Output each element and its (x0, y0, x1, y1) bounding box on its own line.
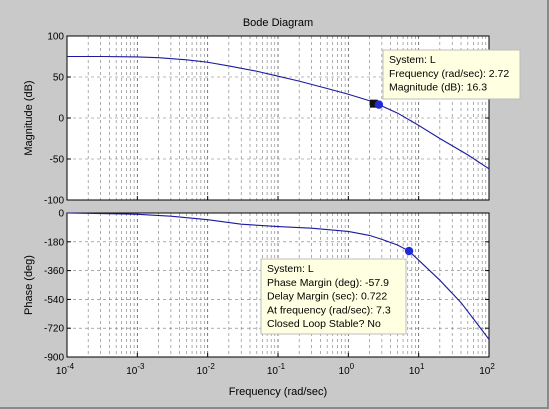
magnitude-datatip-line: System: L (389, 54, 436, 66)
magnitude-ytick-label: 100 (47, 32, 64, 43)
xtick-label: 10-3 (126, 362, 145, 377)
phase-datatip-marker[interactable] (404, 246, 414, 256)
xtick-label: 100 (339, 362, 355, 377)
xlabel: Frequency (rad/sec) (229, 386, 327, 398)
magnitude-ytick-label: 50 (53, 73, 65, 84)
phase-datatip-line: System: L (267, 263, 314, 275)
magnitude-datatip-anchor-square[interactable] (369, 99, 378, 108)
magnitude-ytick-label: -50 (50, 155, 65, 166)
phase-axes: 0 -180 -360 -540 -720 -900 Phase (deg) (23, 209, 490, 364)
phase-datatip-line: Phase Margin (deg): -57.9 (267, 277, 389, 289)
xtick-label: 10-4 (56, 362, 75, 377)
magnitude-datatip[interactable]: System: L Frequency (rad/sec): 2.72 Magnit… (382, 49, 521, 100)
phase-ytick-label: -900 (44, 353, 64, 364)
magnitude-datatip-line: Frequency (rad/sec): 2.72 (389, 68, 509, 80)
phase-series-line (66, 212, 490, 340)
magnitude-ytick-label: 0 (58, 114, 64, 125)
phase-datatip-line: Delay Margin (sec): 0.722 (267, 291, 387, 303)
magnitude-datatip-line: Magnitude (dB): 16.3 (389, 82, 487, 94)
magnitude-ytick-label: -100 (44, 196, 64, 207)
phase-ytick-label: -540 (44, 295, 64, 306)
phase-ytick-label: 0 (58, 209, 64, 220)
magnitude-series-line (67, 55, 490, 170)
magnitude-ylabel: Magnitude (dB) (23, 80, 35, 155)
phase-datatip-box (260, 258, 407, 335)
xtick-label: 101 (409, 362, 425, 377)
magnitude-datatip-marker[interactable] (374, 100, 384, 109)
phase-ytick-label: -180 (44, 237, 64, 248)
magnitude-datatip-box (382, 49, 521, 100)
phase-datatip[interactable]: System: L Phase Margin (deg): -57.9 Delay … (260, 258, 407, 335)
phase-ytick-label: -360 (44, 266, 64, 277)
phase-ylabel: Phase (deg) (23, 255, 35, 315)
chart-title: Bode Diagram (243, 17, 313, 29)
xtick-label: 102 (479, 362, 495, 377)
phase-datatip-line: At frequency (rad/sec): 7.3 (267, 304, 391, 316)
xtick-label: 10-1 (267, 362, 286, 377)
phase-datatip-line: Closed Loop Stable? No (267, 318, 381, 330)
phase-ytick-label: -720 (44, 324, 64, 335)
xtick-label: 10-2 (197, 362, 216, 377)
